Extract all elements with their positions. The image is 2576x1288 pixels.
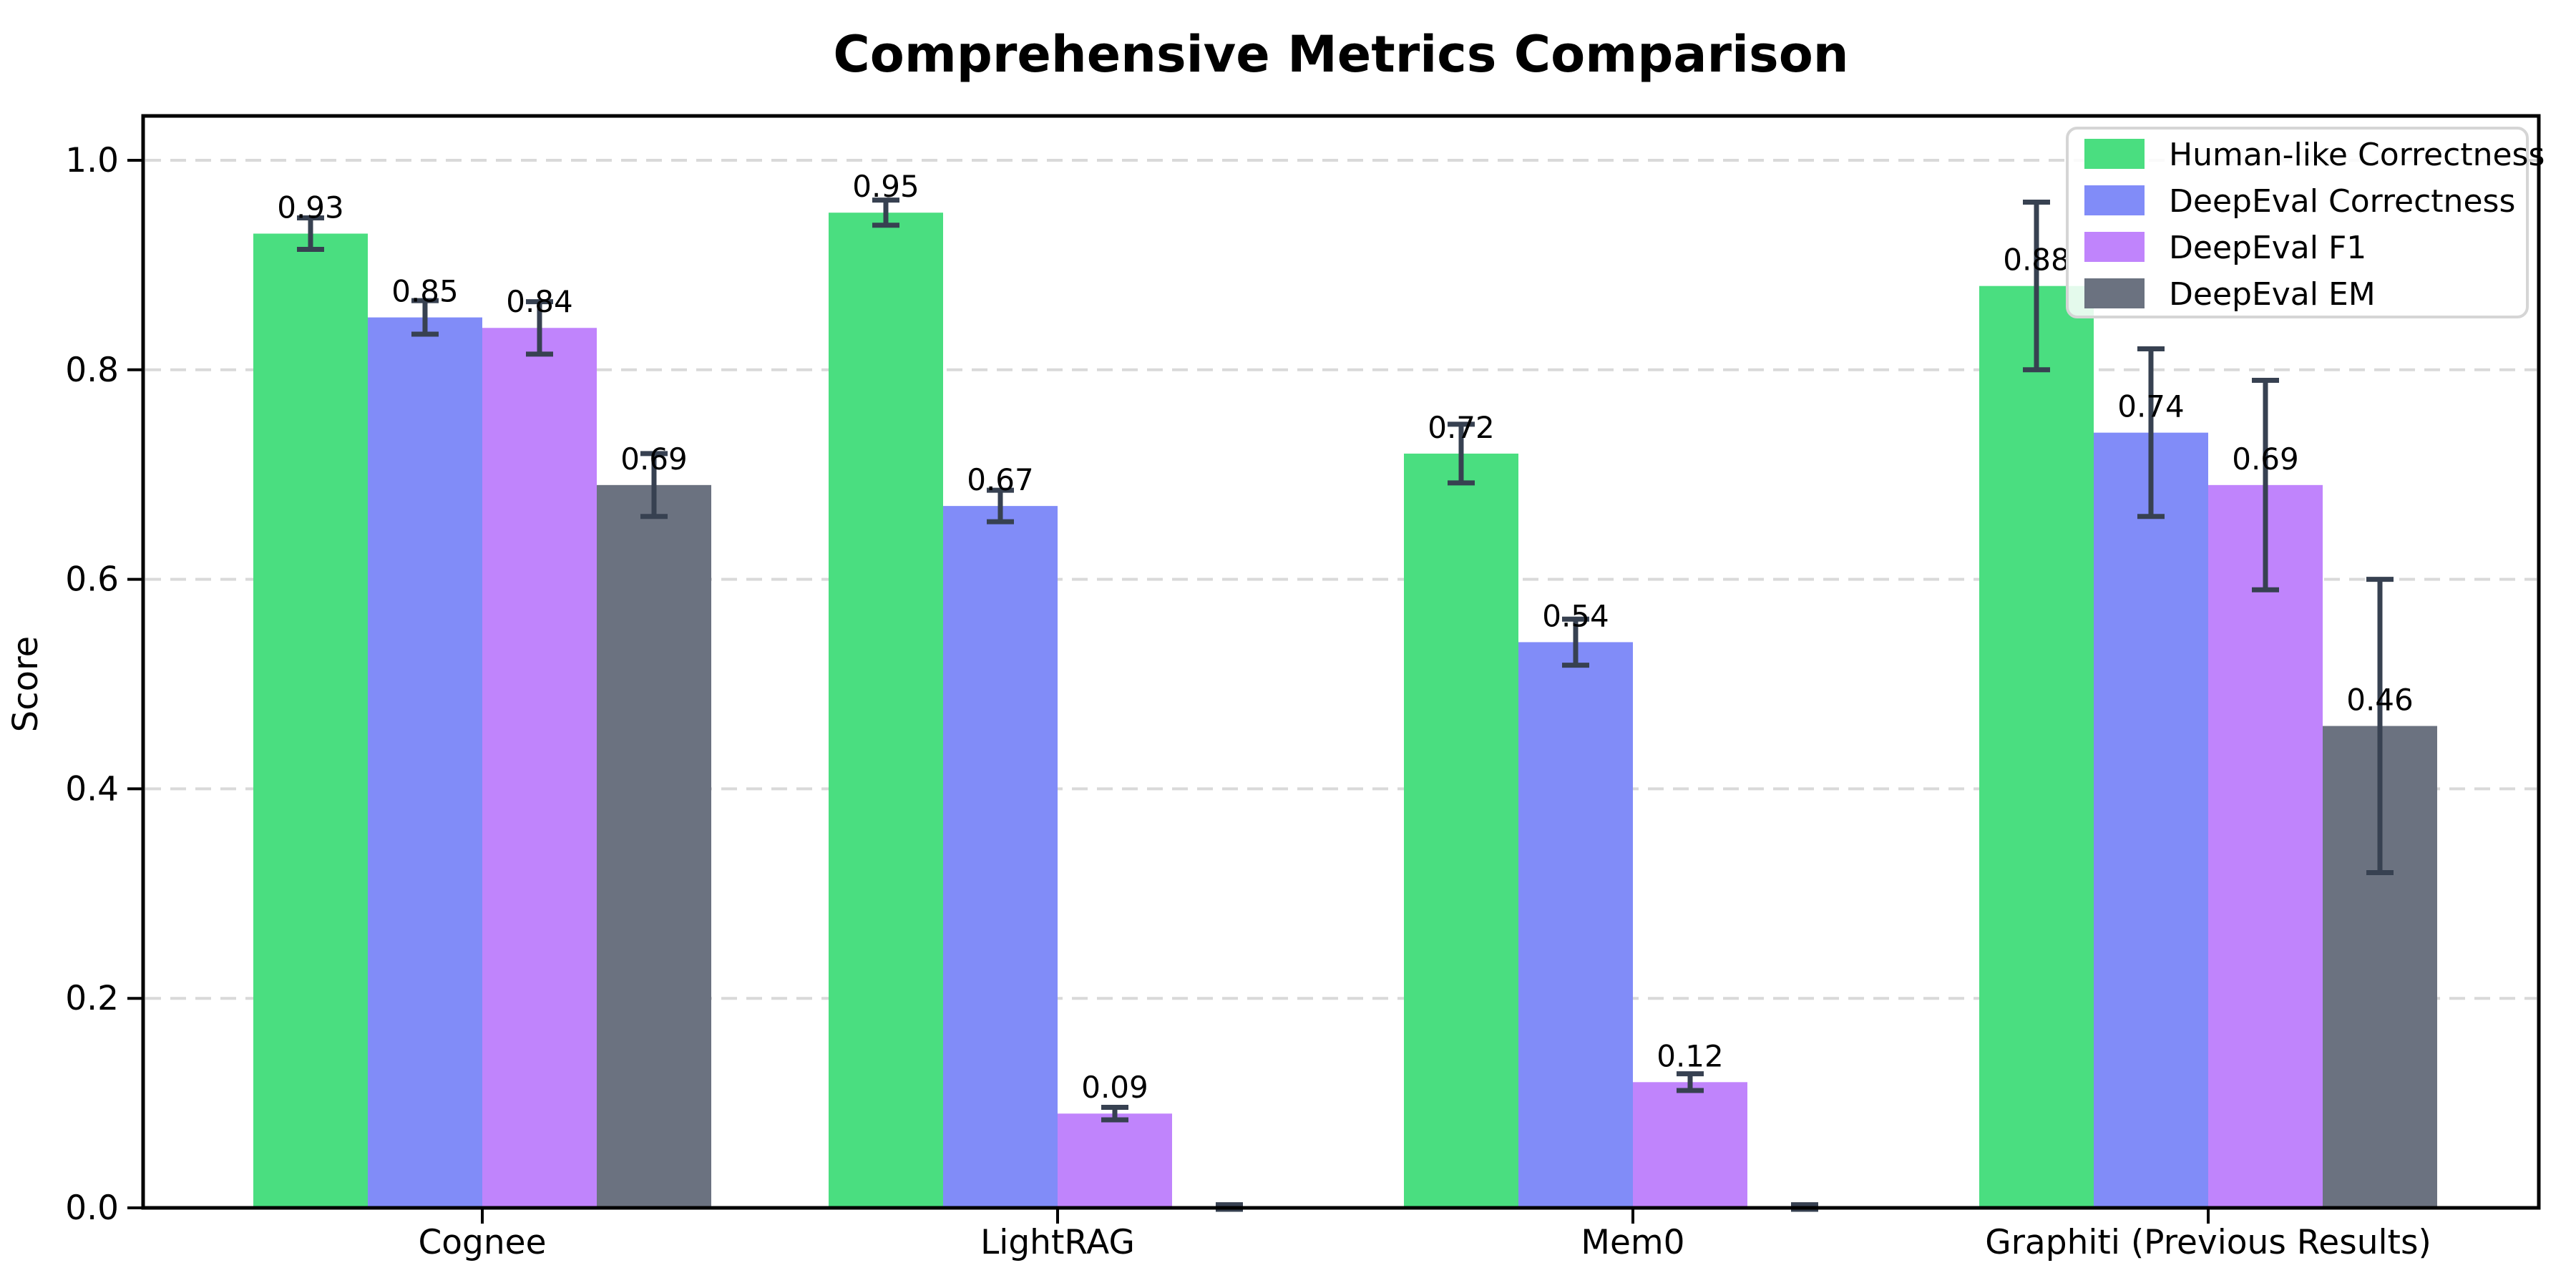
- legend-label-DeepEval Correctness: DeepEval Correctness: [2169, 183, 2515, 220]
- error-bar-Mem0-DeepEval F1: [1677, 1071, 1704, 1093]
- bar-value-Graphiti (Previous Results)-DeepEval Correctness: 0.74: [2117, 389, 2185, 424]
- bar-LightRAG-DeepEval F1: [1058, 1113, 1172, 1208]
- bar-LightRAG-Human-like Correctness: [829, 213, 943, 1209]
- x-tick-label-0: Cognee: [418, 1223, 546, 1262]
- x-tick-label-2: Mem0: [1581, 1223, 1684, 1262]
- bar-value-LightRAG-DeepEval F1: 0.09: [1081, 1070, 1148, 1105]
- y-tick-label-0.0: 0.0: [65, 1189, 119, 1228]
- bar-value-Cognee-DeepEval Correctness: 0.85: [391, 274, 459, 309]
- bar-value-Cognee-Human-like Correctness: 0.93: [277, 190, 344, 225]
- error-bar-Graphiti (Previous Results)-DeepEval EM: [2366, 577, 2394, 876]
- chart-title: Comprehensive Metrics Comparison: [833, 25, 1848, 84]
- y-tick-label-0.4: 0.4: [65, 769, 119, 809]
- y-tick-label-1.0: 1.0: [65, 141, 119, 180]
- legend-box: [2066, 127, 2529, 318]
- bar-value-Graphiti (Previous Results)-Human-like Correctness: 0.88: [2003, 243, 2070, 278]
- legend-label-DeepEval F1: DeepEval F1: [2169, 230, 2366, 266]
- bar-value-LightRAG-DeepEval Correctness: 0.67: [967, 462, 1034, 497]
- legend: Human-like Correctness DeepEval Correctne…: [2066, 127, 2545, 318]
- x-tick-label-1: LightRAG: [980, 1223, 1135, 1262]
- bar-Cognee-Human-like Correctness: [253, 233, 368, 1209]
- bar-value-Mem0-Human-like Correctness: 0.72: [1428, 410, 1495, 445]
- error-bar-LightRAG-DeepEval F1: [1101, 1104, 1128, 1123]
- error-bar-Cognee-Human-like Correctness: [297, 215, 324, 252]
- bar-Graphiti (Previous Results)-DeepEval Correctness: [2094, 432, 2208, 1208]
- x-axis: Cognee LightRAG Mem0 Graphiti (Previous Res…: [418, 1208, 2431, 1262]
- y-axis-label: Score: [6, 636, 46, 732]
- bars: [253, 213, 2437, 1209]
- error-bars: [297, 197, 2394, 1212]
- y-tick-label-0.8: 0.8: [65, 351, 119, 390]
- bar-Cognee-DeepEval Correctness: [368, 317, 482, 1209]
- y-tick-label-0.2: 0.2: [65, 979, 119, 1018]
- legend-swatch-DeepEval Correctness: [2084, 185, 2145, 215]
- bar-Graphiti (Previous Results)-Human-like Correctness: [1979, 286, 2094, 1209]
- bar-Graphiti (Previous Results)-DeepEval F1: [2208, 484, 2323, 1208]
- y-axis: 0.0 0.2 0.4 0.6 0.8 1.0: [65, 141, 143, 1228]
- y-tick-label-0.6: 0.6: [65, 560, 119, 600]
- error-bar-LightRAG-Human-like Correctness: [872, 197, 899, 228]
- error-bar-Mem0-Human-like Correctness: [1448, 421, 1475, 486]
- plot-border: [141, 114, 2541, 1210]
- bar-value-LightRAG-Human-like Correctness: 0.95: [852, 169, 919, 204]
- error-bar-LightRAG-DeepEval Correctness: [987, 487, 1014, 525]
- error-bar-Graphiti (Previous Results)-Human-like Correctness: [2023, 200, 2050, 373]
- bar-Mem0-DeepEval Correctness: [1518, 642, 1633, 1208]
- bar-value-Graphiti (Previous Results)-DeepEval EM: 0.46: [2346, 683, 2414, 718]
- bar-value-labels: 0.93 0.95 0.72 0.88 0.85 0.67 0.54 0.74 0.84 0.09…: [277, 169, 2414, 1105]
- bar-value-Cognee-DeepEval F1: 0.84: [506, 284, 573, 319]
- error-bar-Mem0-DeepEval Correctness: [1562, 616, 1589, 668]
- bar-value-Mem0-DeepEval Correctness: 0.54: [1542, 598, 1609, 633]
- bar-Mem0-Human-like Correctness: [1404, 453, 1518, 1209]
- error-bar-Graphiti (Previous Results)-DeepEval F1: [2252, 377, 2279, 592]
- bar-Cognee-DeepEval F1: [482, 328, 597, 1208]
- error-bar-Cognee-DeepEval Correctness: [411, 298, 439, 337]
- legend-label-Human-like Correctness: Human-like Correctness: [2169, 137, 2545, 173]
- x-tick-label-3: Graphiti (Previous Results): [1985, 1223, 2431, 1262]
- bar-LightRAG-DeepEval Correctness: [943, 506, 1058, 1208]
- legend-swatch-DeepEval F1: [2084, 232, 2145, 262]
- legend-swatch-Human-like Correctness: [2084, 139, 2145, 169]
- error-bar-Graphiti (Previous Results)-DeepEval Correctness: [2137, 346, 2165, 519]
- bar-Cognee-DeepEval EM: [597, 484, 711, 1208]
- bar-value-Graphiti (Previous Results)-DeepEval F1: 0.69: [2232, 441, 2299, 477]
- bar-Mem0-DeepEval F1: [1633, 1082, 1747, 1208]
- legend-label-DeepEval EM: DeepEval EM: [2169, 276, 2376, 313]
- bar-value-Mem0-DeepEval F1: 0.12: [1657, 1038, 1724, 1073]
- bar-value-Cognee-DeepEval EM: 0.69: [620, 441, 688, 477]
- legend-swatch-DeepEval EM: [2084, 278, 2145, 308]
- error-bar-Cognee-DeepEval F1: [526, 299, 553, 357]
- error-bar-Cognee-DeepEval EM: [640, 451, 668, 519]
